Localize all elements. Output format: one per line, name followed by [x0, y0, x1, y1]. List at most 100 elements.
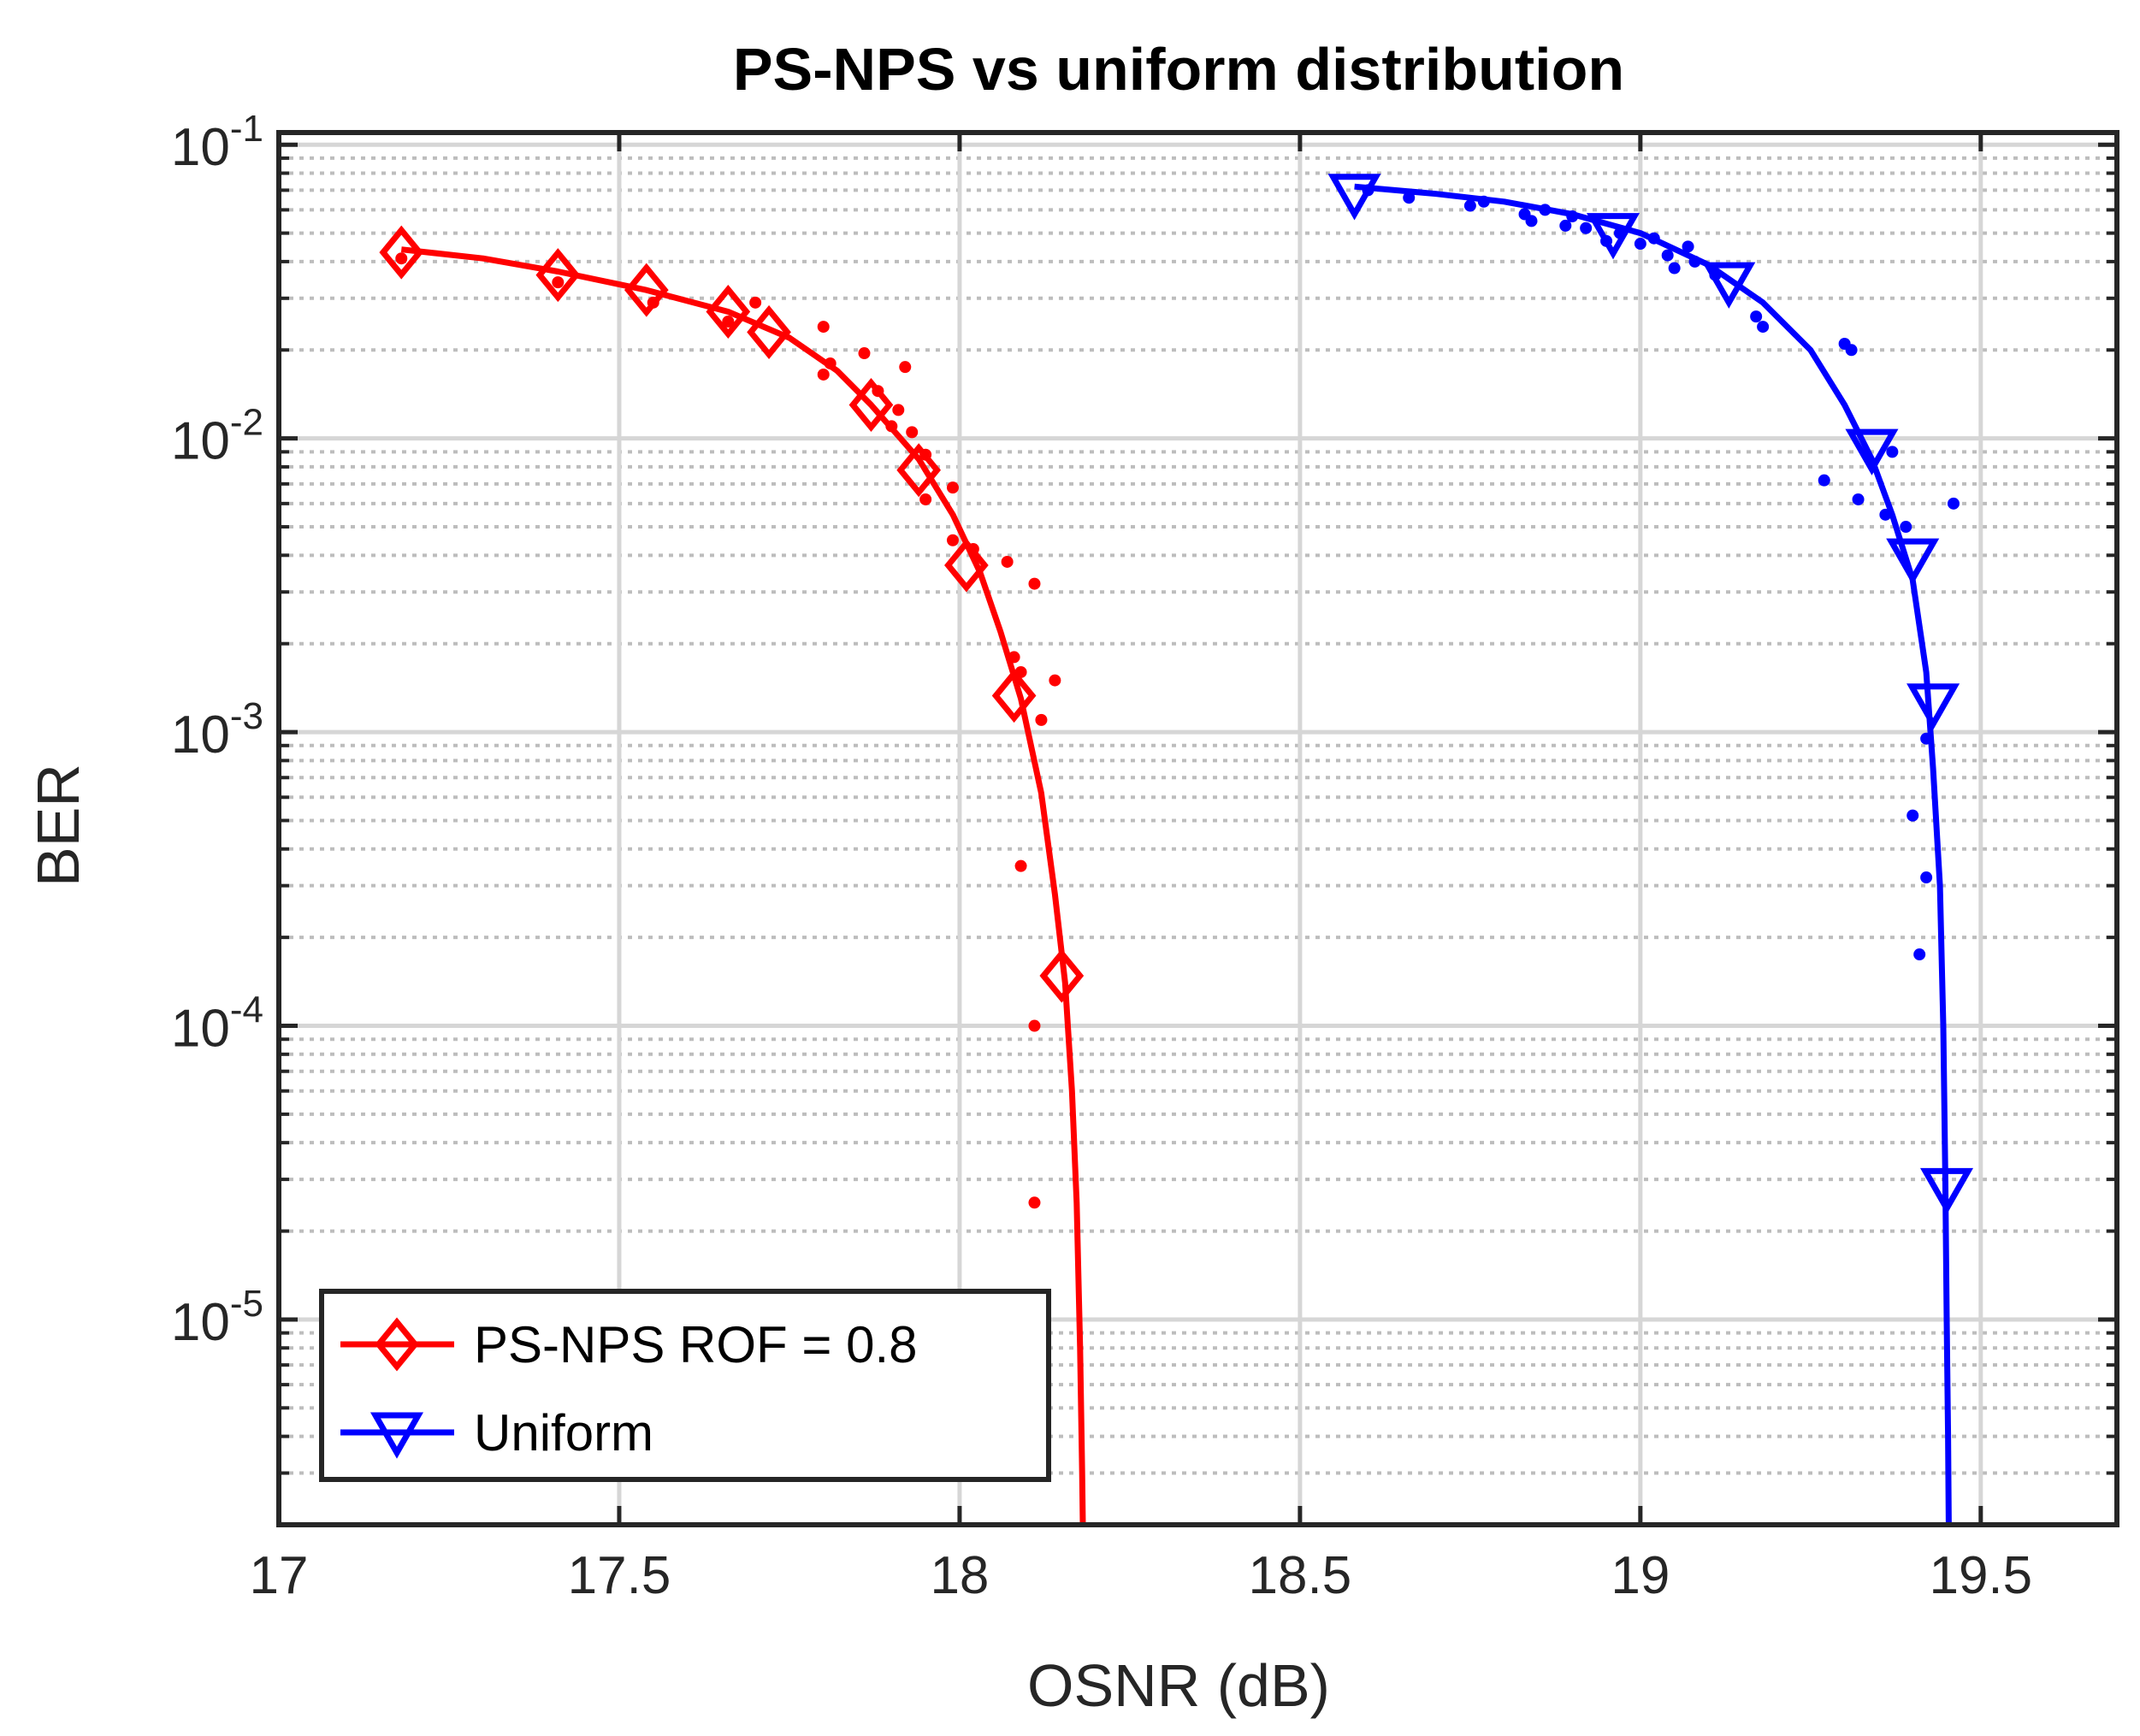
ps-nps-scatter-point — [946, 534, 959, 546]
ps-nps-marker — [848, 377, 894, 433]
ps-nps-scatter-point — [817, 368, 830, 381]
ps-nps-scatter-point — [1049, 674, 1061, 687]
y-tick-label: 10-2 — [171, 402, 263, 471]
ps-nps-scatter-point — [946, 481, 959, 494]
uniform-scatter-point — [1525, 215, 1538, 227]
ps-nps-scatter-point — [885, 420, 898, 433]
uniform-scatter-point — [1566, 210, 1579, 223]
uniform-scatter-point — [1757, 321, 1770, 334]
uniform-marker — [1919, 1167, 1974, 1215]
x-tick-label: 19 — [1611, 1546, 1670, 1605]
y-tick-label: 10-4 — [171, 989, 263, 1059]
uniform-scatter-point — [1668, 262, 1681, 275]
uniform-scatter-point — [1647, 232, 1660, 245]
uniform-scatter-point — [1463, 199, 1476, 212]
ps-nps-scatter-point — [899, 361, 912, 374]
ps-nps-scatter-point — [919, 493, 932, 505]
y-tick-exponent: -5 — [230, 1283, 263, 1325]
ps-nps-scatter-point — [858, 347, 871, 360]
ps-nps-marker — [706, 284, 751, 340]
x-tick-label: 19.5 — [1929, 1546, 2032, 1605]
legend-label-uniform: Uniform — [474, 1404, 653, 1461]
legend: PS-NPS ROF = 0.8 Uniform — [319, 1289, 1051, 1482]
y-tick-base: 10 — [171, 1000, 230, 1059]
ps-nps-scatter-point — [1028, 577, 1041, 590]
y-tick-base: 10 — [171, 412, 230, 471]
uniform-scatter-point — [1845, 344, 1858, 357]
x-axis-label: OSNR (dB) — [1027, 1652, 1330, 1719]
uniform-marker — [1702, 262, 1756, 309]
y-tick-label: 10-1 — [171, 108, 263, 177]
uniform-scatter-point — [1879, 508, 1892, 521]
ps-nps-scatter-point — [749, 296, 762, 309]
ps-nps-scatter-point — [817, 321, 830, 334]
y-tick-label: 10-5 — [171, 1283, 263, 1352]
y-tick-exponent: -1 — [230, 108, 263, 150]
axes-box — [276, 130, 2119, 1527]
uniform-marker — [1586, 213, 1640, 260]
uniform-scatter-point — [1852, 493, 1865, 505]
uniform-scatter-point — [1920, 732, 1933, 745]
data-layer — [379, 174, 1974, 1525]
plot-area: 17 17.5 18 18.5 19 19.510-110-210-310-410-5PS… — [171, 108, 2119, 1605]
ps-nps-scatter-point — [906, 426, 919, 439]
uniform-scatter-point — [1913, 948, 1926, 961]
y-axis-label: BER — [25, 764, 92, 887]
uniform-scatter-point — [1477, 195, 1490, 208]
uniform-scatter-point — [1688, 255, 1701, 268]
ps-nps-scatter-point — [722, 315, 735, 328]
x-tick-label: 17.5 — [568, 1546, 671, 1605]
ps-nps-marker — [747, 304, 791, 359]
ps-nps-marker — [379, 225, 424, 280]
ps-nps-scatter-point — [395, 252, 408, 265]
uniform-scatter-point — [1559, 219, 1572, 232]
y-tick-base: 10 — [171, 118, 230, 177]
uniform-scatter-point — [1750, 310, 1763, 323]
uniform-scatter-point — [1661, 249, 1674, 262]
ps-nps-scatter-point — [552, 276, 565, 289]
uniform-scatter-point — [1580, 221, 1593, 234]
ps-nps-scatter-point — [824, 357, 836, 369]
y-tick-base: 10 — [171, 1293, 230, 1352]
ps-nps-marker — [944, 538, 989, 593]
x-tick-label: 18.5 — [1249, 1546, 1352, 1605]
ps-nps-marker — [896, 443, 942, 498]
ps-nps-scatter-point — [1035, 713, 1048, 726]
y-tick-exponent: -3 — [230, 695, 263, 737]
x-tick-label: 18 — [930, 1546, 989, 1605]
ps-nps-scatter-point — [1001, 555, 1014, 568]
chart-title: PS-NPS vs uniform distribution — [733, 36, 1624, 103]
uniform-scatter-point — [1634, 238, 1646, 251]
uniform-scatter-point — [1403, 192, 1416, 204]
ps-nps-marker — [624, 263, 669, 317]
uniform-scatter-point — [1920, 871, 1933, 884]
ps-nps-scatter-point — [892, 404, 905, 416]
ps-nps-marker — [991, 669, 1037, 723]
ps-nps-marker — [1039, 948, 1085, 1003]
uniform-scatter-point — [1947, 497, 1960, 510]
x-tick-label: 17 — [250, 1546, 309, 1605]
ps-nps-scatter-point — [1028, 1196, 1041, 1209]
uniform-scatter-point — [1906, 809, 1919, 822]
ps-nps-scatter-point — [1014, 859, 1027, 872]
uniform-marker — [1886, 538, 1940, 585]
uniform-marker — [1845, 428, 1899, 475]
uniform-scatter-point — [1682, 240, 1694, 253]
legend-label-ps-nps: PS-NPS ROF = 0.8 — [474, 1316, 918, 1373]
legend-marker-ps-nps — [375, 1317, 419, 1372]
uniform-scatter-point — [1886, 446, 1899, 458]
y-tick-label: 10-3 — [171, 695, 263, 765]
y-tick-exponent: -4 — [230, 989, 263, 1031]
ps-nps-marker — [535, 248, 581, 303]
uniform-marker — [1327, 174, 1381, 221]
uniform-scatter-point — [1900, 521, 1912, 534]
uniform-fit-line — [1354, 183, 1952, 1525]
y-tick-base: 10 — [171, 706, 230, 765]
y-tick-exponent: -2 — [230, 402, 263, 444]
uniform-scatter-point — [1539, 204, 1552, 216]
legend-box — [319, 1289, 1051, 1482]
legend-marker-uniform — [369, 1412, 424, 1459]
ps-nps-scatter-point — [1028, 1019, 1041, 1032]
ps-nps-scatter-point — [1008, 651, 1020, 664]
